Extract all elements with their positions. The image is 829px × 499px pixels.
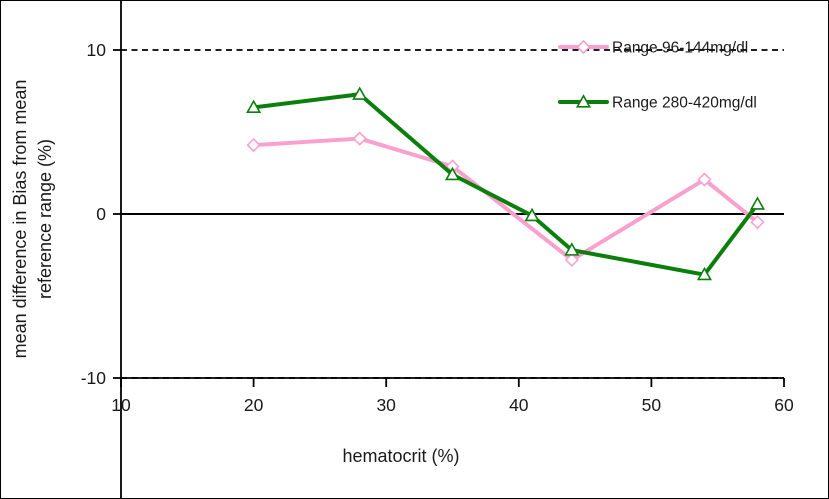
triangle-marker	[749, 196, 766, 210]
triangle-marker	[352, 86, 368, 100]
legend-triangle-marker	[575, 94, 592, 108]
diamond-marker	[750, 215, 765, 230]
legend-label: Range 280-420mg/dl	[612, 95, 757, 112]
y-tick-label: 0	[96, 204, 106, 224]
diamond-marker	[697, 172, 712, 187]
x-tick-label: 40	[509, 395, 529, 415]
x-tick-label: 20	[244, 395, 264, 415]
series-0	[246, 131, 765, 268]
x-tick-label: 60	[774, 395, 794, 415]
triangle-marker	[524, 207, 540, 222]
legend-item: Range 96-144mg/dl	[558, 39, 748, 57]
x-tick-label: 50	[642, 395, 662, 415]
y-axis-title-line2: reference range (%)	[35, 139, 55, 299]
series-line-1	[251, 92, 760, 277]
diamond-marker	[246, 137, 261, 153]
x-tick-label: 10	[111, 395, 131, 415]
legend-item: Range 280-420mg/dl	[558, 94, 757, 112]
triangle-marker	[696, 266, 713, 281]
y-axis-title-line1: mean difference in Bias from mean	[10, 80, 30, 359]
series-1	[246, 86, 766, 281]
series-line-0	[251, 136, 760, 262]
triangle-marker	[564, 242, 580, 256]
y-tick-label: 10	[87, 40, 107, 60]
legend-diamond-marker	[576, 39, 591, 55]
triangle-marker	[444, 166, 461, 181]
diamond-marker	[564, 252, 579, 268]
legend: Range 96-144mg/dl Range 280-420mg/dl	[558, 39, 757, 112]
triangle-marker	[246, 99, 262, 113]
x-axis-title: hematocrit (%)	[342, 446, 459, 466]
x-tick-label: 30	[376, 395, 396, 415]
legend-label: Range 96-144mg/dl	[612, 40, 748, 57]
diamond-marker	[352, 131, 367, 146]
y-tick-label: -10	[81, 368, 107, 388]
